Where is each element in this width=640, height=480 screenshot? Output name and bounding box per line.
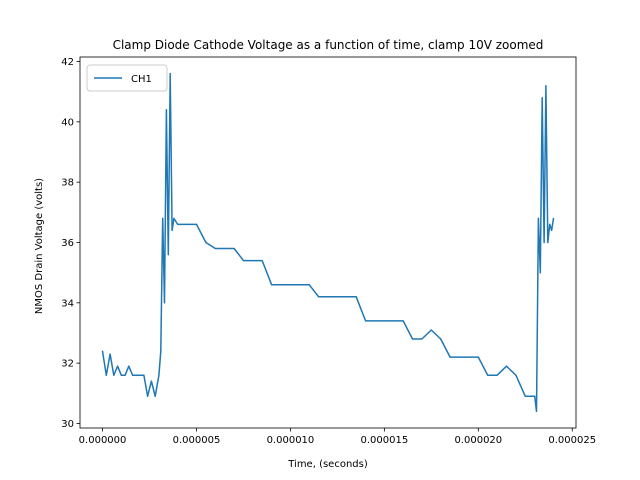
data-point [346,296,348,298]
y-tick-label: 32 [61,359,74,370]
y-tick-label: 42 [61,57,74,68]
y-axis-title: NMOS Drain Voltage (volts) [34,178,45,314]
data-point [318,296,320,298]
data-point [139,374,141,376]
x-axis-title: Time, (seconds) [287,459,368,470]
data-point [383,320,385,322]
data-point [552,217,555,219]
x-tick-label: 0.000015 [361,435,409,446]
plot-area: 0.000000 0.000005 0.000010 0.000015 0.000020… [61,56,596,446]
y-tick-label: 30 [61,419,74,430]
data-point [537,217,540,219]
data-point [261,260,263,262]
data-point [496,374,498,376]
data-point [374,320,376,322]
data-point [477,356,479,358]
data-point [355,296,357,298]
data-point [128,365,130,367]
data-point [154,395,156,397]
data-point [468,356,470,358]
data-point [252,260,254,262]
data-point [233,247,235,250]
data-point [117,365,119,367]
legend: CH1 [86,64,168,92]
data-point [534,395,536,397]
data-point [173,217,175,219]
data-point [402,320,404,322]
data-point [186,223,188,225]
legend-box [86,64,168,92]
data-point [163,302,166,304]
y-tick-label: 38 [61,178,74,189]
data-point [113,374,115,376]
data-point [105,374,107,376]
data-point [541,97,543,99]
data-point [205,241,207,244]
data-point [162,217,164,219]
x-tick-label: 0.000025 [548,435,596,446]
x-tick-label: 0.000010 [267,435,315,446]
data-point [543,241,545,244]
data-point [505,365,508,367]
data-point [120,374,122,376]
data-point [421,338,423,340]
data-point [487,374,489,376]
data-point [271,284,273,286]
data-point [101,350,104,352]
data-point [165,109,167,111]
data-point [169,73,171,75]
data-point [299,284,301,286]
chart-title: Clamp Diode Cathode Voltage as a functio… [113,38,544,52]
data-point [411,338,414,340]
data-point [535,410,538,412]
data-point [547,241,549,244]
data-point [143,374,145,376]
x-tick-label: 0.000000 [79,435,127,446]
data-point [515,374,517,376]
data-point [365,320,367,322]
data-point [177,223,179,225]
data-point [449,356,451,358]
data-point [150,380,152,382]
y-tick-label: 36 [61,238,74,249]
data-point [124,374,126,376]
data-point [336,296,338,298]
data-point [135,374,137,376]
x-tick-label: 0.000005 [173,435,221,446]
data-point [289,284,291,286]
data-point [524,395,526,397]
data-point [167,254,169,256]
data-point [242,260,245,262]
data-point [539,272,541,274]
data-point [440,338,442,340]
data-point [214,247,216,250]
data-point [458,356,461,358]
y-tick-label: 40 [61,117,74,128]
data-point [147,395,149,397]
data-point [158,374,160,376]
data-point [430,329,432,331]
data-point [160,350,162,352]
legend-label-ch1: CH1 [131,74,152,85]
data-point [224,247,226,250]
x-tick-label: 0.000020 [454,435,502,446]
data-point [109,353,111,355]
data-point [308,284,310,286]
data-point [171,229,173,231]
data-point [327,296,329,298]
data-point [195,223,198,225]
y-tick-label: 34 [61,298,74,309]
data-point [551,229,553,231]
data-point [545,85,547,87]
data-point [280,284,282,286]
data-point [132,374,134,376]
data-point [393,320,395,322]
data-point [549,223,551,225]
